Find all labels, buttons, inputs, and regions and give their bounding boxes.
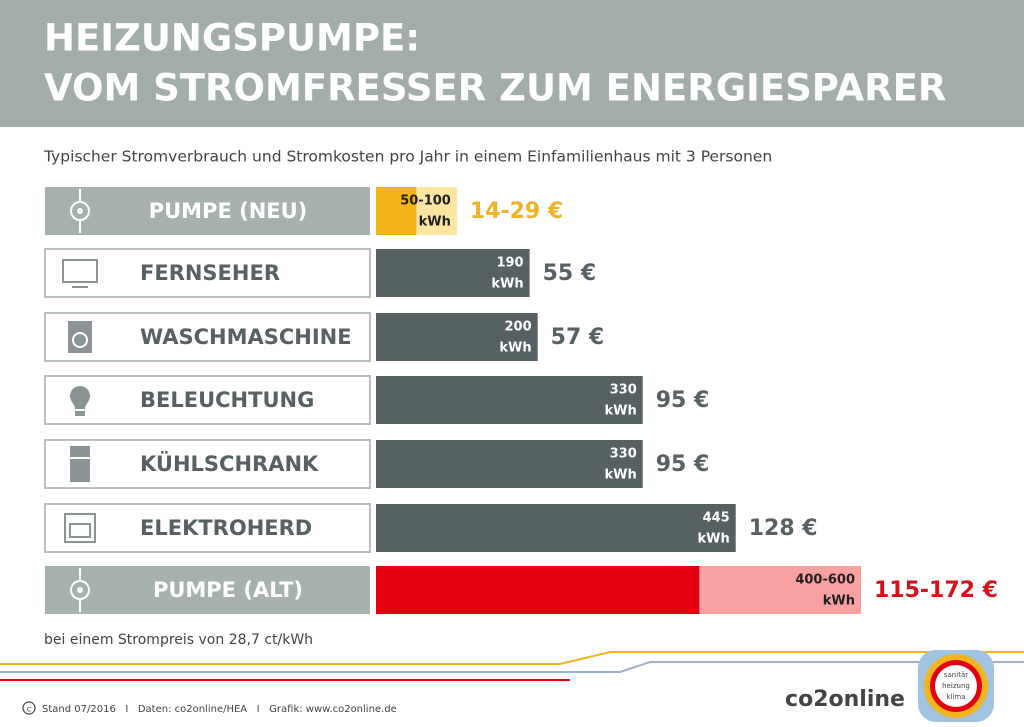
unit-label: kWh (499, 341, 531, 356)
category-label: FERNSEHER (140, 261, 280, 285)
value-label: 400-600 (795, 573, 855, 588)
icon-part (77, 208, 83, 214)
icon-part (70, 446, 90, 482)
category-icon (70, 446, 90, 482)
value-label: 330 (610, 383, 637, 398)
category-icon (70, 386, 90, 416)
cost-label: 55 € (543, 261, 597, 286)
category-box (44, 312, 371, 362)
category-label: BELEUCHTUNG (140, 388, 314, 412)
category-label: KÜHLSCHRANK (140, 451, 319, 476)
cost-label: 128 € (749, 516, 818, 541)
unit-label: kWh (419, 215, 451, 230)
category-box (44, 439, 371, 489)
icon-part (64, 513, 96, 543)
badge-text: heizung (942, 682, 970, 690)
unit-label: kWh (491, 277, 523, 292)
category-icon (62, 259, 98, 288)
unit-label: kWh (605, 468, 637, 483)
copyright-letter: c (27, 705, 31, 714)
category-box (45, 566, 370, 614)
value-label: 190 (496, 256, 523, 271)
value-label: 50-100 (400, 194, 451, 209)
value-label: 445 (703, 511, 730, 526)
title-line: VOM STROMFRESSER ZUM ENERGIESPARER (44, 67, 946, 110)
category-label: PUMPE (NEU) (149, 199, 308, 223)
value-label: 330 (610, 447, 637, 462)
badge-text: klima (946, 693, 965, 701)
category-label: PUMPE (ALT) (153, 578, 303, 602)
icon-part (70, 386, 90, 409)
bar (376, 187, 417, 235)
bar (376, 249, 530, 297)
cost-label: 115-172 € (874, 578, 998, 603)
decor-lines (0, 651, 1024, 681)
category-box (44, 248, 371, 298)
category-icon (70, 568, 90, 612)
cost-label: 95 € (656, 388, 710, 413)
title-line: HEIZUNGSPUMPE: (44, 17, 420, 60)
category-icon (70, 189, 90, 233)
badge: sanitär heizung klima (918, 650, 994, 722)
brand: co2online (785, 687, 905, 712)
copyright-icon (22, 701, 36, 715)
bar (376, 566, 700, 614)
category-icon (68, 321, 92, 353)
bar (376, 440, 643, 488)
category-box (45, 187, 370, 235)
header-band (0, 0, 1024, 127)
footer: Stand 07/2016 I Daten: co2online/HEA I G… (42, 704, 397, 715)
bar (376, 313, 538, 361)
category-box (44, 503, 371, 553)
bar (376, 376, 643, 424)
icon-part (68, 321, 92, 353)
cost-label: 95 € (656, 452, 710, 477)
icon-part (72, 332, 88, 348)
unit-label: kWh (605, 404, 637, 419)
icon-part (75, 411, 85, 416)
icon-part (62, 259, 98, 283)
cost-label: 14-29 € (470, 199, 563, 224)
category-label: WASCHMASCHINE (140, 325, 352, 349)
unit-label: kWh (823, 594, 855, 609)
icon-part (69, 523, 91, 538)
value-label: 200 (505, 320, 532, 335)
icon-part (77, 587, 83, 593)
note: bei einem Strompreis von 28,7 ct/kWh (44, 632, 313, 648)
category-label: ELEKTROHERD (140, 516, 312, 540)
cost-label: 57 € (551, 325, 605, 350)
badge-text: sanitär (944, 671, 968, 679)
subtitle: Typischer Stromverbrauch und Stromkosten… (43, 148, 772, 166)
unit-label: kWh (697, 532, 729, 547)
category-box (44, 375, 371, 425)
category-icon (64, 513, 96, 543)
bar (376, 504, 736, 552)
